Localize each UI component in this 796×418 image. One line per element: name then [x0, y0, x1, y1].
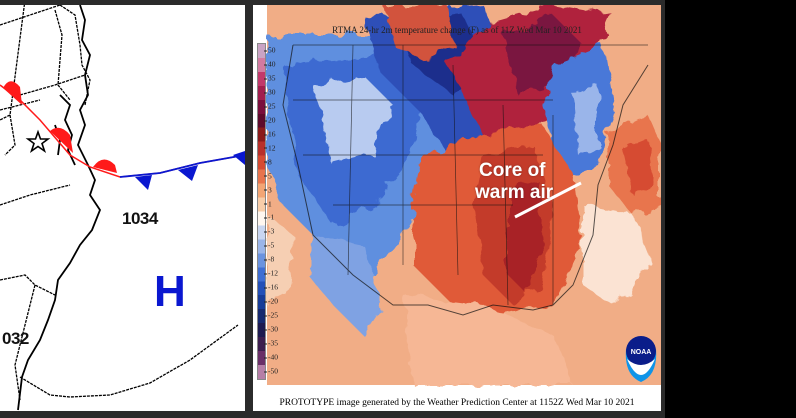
colorbar-tick-label: -16	[264, 283, 278, 292]
colorbar-tick-label: -1	[264, 213, 274, 222]
footer-credit: PROTOTYPE image generated by the Weather…	[279, 398, 635, 408]
colorbar-tick-label: 25	[264, 101, 276, 110]
noaa-logo-icon: NOAA	[625, 336, 657, 382]
colorbar-tick-label: 30	[264, 87, 276, 96]
annotation-arrow	[514, 181, 582, 219]
colorbar-tick-label: -20	[264, 297, 278, 306]
colorbar-tick-label: 12	[264, 143, 276, 152]
map-title: RTMA 24-hr 2m temperature change (F) as …	[332, 25, 582, 35]
colorbar-tick-label: -50	[264, 367, 278, 376]
colorbar-tick-label: 35	[264, 73, 276, 82]
high-pressure-symbol: H	[154, 267, 186, 316]
frame-right-border	[661, 0, 665, 418]
colorbar-tick-label: 50	[264, 45, 276, 54]
star-icon	[25, 129, 51, 154]
colorbar-tick-label: 5	[264, 171, 272, 180]
svg-text:NOAA: NOAA	[631, 349, 652, 356]
annotation-line-1: Core of	[479, 160, 546, 181]
frame-bottom-border	[0, 411, 665, 418]
colorbar-tick-label: 40	[264, 59, 276, 68]
colorbar-tick-label: -5	[264, 241, 274, 250]
colorbar-tick-label: -40	[264, 353, 278, 362]
noaa-logo: NOAA	[624, 335, 658, 383]
colorbar-tick-label: 16	[264, 129, 276, 138]
colorbar-tick-label: -35	[264, 339, 278, 348]
isobar-label-1034: 1034	[122, 209, 158, 228]
panel-divider	[245, 0, 253, 418]
colorbar-tick-label: -12	[264, 269, 278, 278]
temperature-field-graphic	[267, 5, 661, 385]
colorbar-tick-label: -30	[264, 325, 278, 334]
temperature-change-map: RTMA 24-hr 2m temperature change (F) as …	[253, 5, 661, 411]
surface-map-graphic	[0, 5, 245, 411]
colorbar-tick-label: 8	[264, 157, 272, 166]
annotation-core-of-warm-air: Core of warm air	[475, 160, 553, 204]
annotation-line-2: warm air	[475, 182, 554, 203]
colorbar-tick-label: 3	[264, 185, 272, 194]
colorbar-tick-label: -25	[264, 311, 278, 320]
temperature-colorbar	[257, 43, 266, 380]
frame-top-border	[0, 0, 665, 5]
colorbar-ticks: 50 40 35 30 25 20 16 12 8 5 3 1 -1 -3 -5 -8 -12 -16 -20 -25…	[264, 43, 294, 378]
empty-black-area	[665, 0, 796, 418]
colorbar-tick-label: -3	[264, 227, 274, 236]
surface-analysis-map: 1034 032 H	[0, 5, 245, 411]
colorbar-tick-label: 1	[264, 199, 272, 208]
colorbar-tick-label: -8	[264, 255, 274, 264]
isobar-label-1032: 032	[2, 329, 29, 348]
colorbar-tick-label: 20	[264, 115, 276, 124]
